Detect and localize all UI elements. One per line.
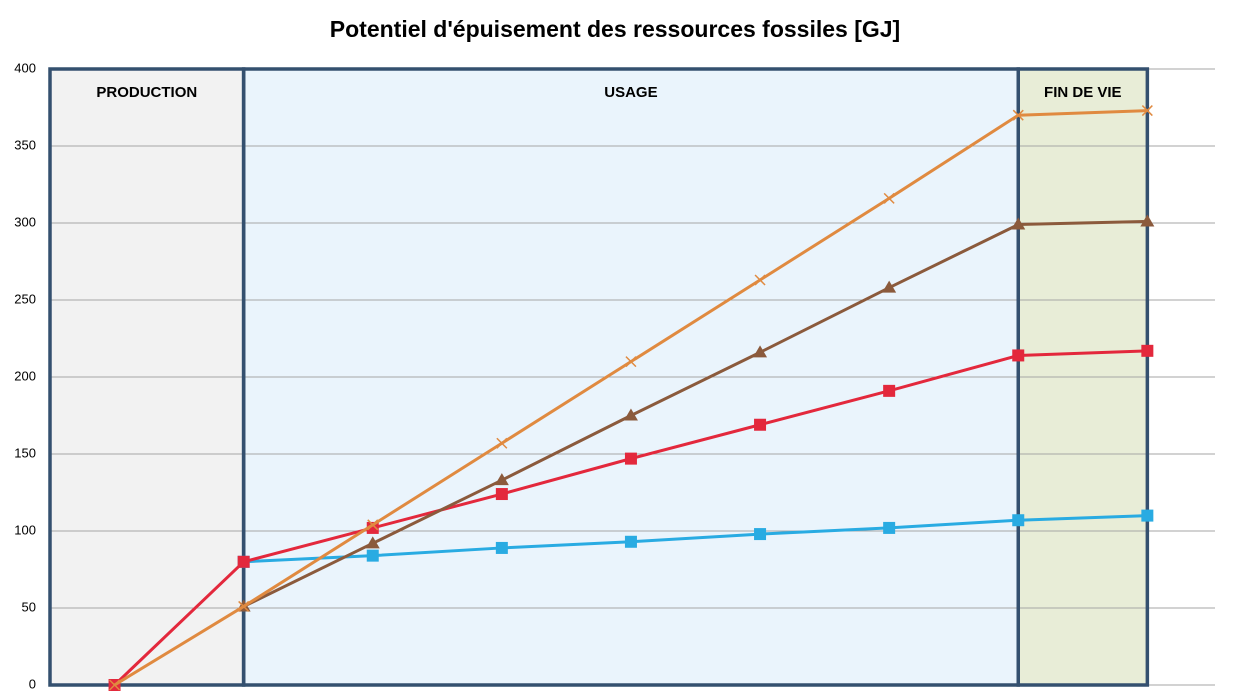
marker [1012, 109, 1024, 121]
marker [754, 418, 767, 431]
region-label: USAGE [604, 84, 657, 101]
marker [754, 274, 766, 286]
marker [625, 356, 637, 368]
y-tick-label: 100 [14, 522, 36, 537]
y-tick-label: 400 [14, 60, 36, 75]
y-tick-label: 350 [14, 137, 36, 152]
marker [883, 521, 896, 534]
marker [238, 600, 250, 612]
marker [495, 488, 508, 501]
marker [1141, 344, 1154, 357]
marker [753, 345, 768, 358]
marker [494, 473, 509, 486]
marker [1141, 509, 1154, 522]
series-line [243, 514, 1148, 564]
marker [1012, 514, 1025, 527]
y-tick-label: 250 [14, 291, 36, 306]
marker [495, 541, 508, 554]
marker [366, 549, 379, 562]
y-tick-label: 150 [14, 445, 36, 460]
marker [623, 408, 638, 421]
marker [624, 452, 637, 465]
region-border [1016, 67, 1150, 687]
marker [367, 519, 379, 531]
y-tick-label: 0 [29, 676, 36, 691]
chart-title: Potentiel d'épuisement des ressources fo… [330, 16, 900, 42]
marker [109, 679, 121, 691]
series-line [242, 219, 1148, 608]
marker [624, 535, 637, 548]
marker [496, 437, 508, 449]
marker [1140, 214, 1155, 227]
marker [1141, 105, 1153, 117]
y-tick-label: 200 [14, 368, 36, 383]
marker [1011, 217, 1026, 230]
marker [883, 384, 896, 397]
y-tick-label: 300 [14, 214, 36, 229]
marker [754, 528, 767, 541]
region-label: FIN DE VIE [1044, 84, 1122, 101]
y-tick-label: 50 [22, 599, 36, 614]
marker [882, 280, 897, 293]
marker [237, 555, 250, 568]
marker [366, 521, 379, 534]
marker [1012, 349, 1025, 362]
marker [365, 536, 380, 549]
marker [883, 192, 895, 204]
region-label: PRODUCTION [96, 84, 197, 101]
